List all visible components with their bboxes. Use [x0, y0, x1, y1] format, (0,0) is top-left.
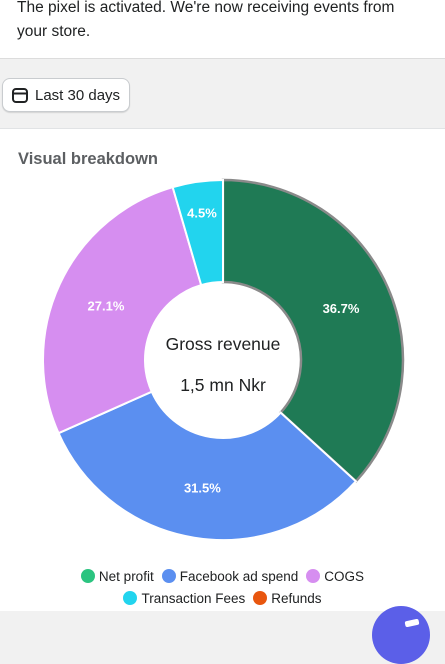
- legend-label: Net profit: [98, 568, 154, 584]
- legend-label: Transaction Fees: [141, 590, 246, 606]
- center-value: 1,5 mn Nkr: [180, 375, 266, 395]
- legend-label: COGS: [324, 568, 365, 584]
- slice-label: 36.7%: [323, 301, 360, 316]
- date-range-button[interactable]: Last 30 days: [2, 78, 130, 112]
- legend-swatch: [161, 569, 176, 583]
- legend-row: Net profit Facebook ad spend COGS: [0, 565, 445, 587]
- banner-text: The pixel is activated. We're now receiv…: [17, 0, 395, 40]
- card-title: Visual breakdown: [18, 150, 158, 168]
- donut-slice-cogs[interactable]: [42, 185, 203, 435]
- legend-item-cogs[interactable]: COGS: [306, 569, 364, 584]
- chat-icon: [404, 618, 420, 628]
- legend-row: Transaction Fees Refunds: [0, 587, 445, 609]
- donut-slice-facebook-ad-spend[interactable]: [57, 390, 358, 541]
- legend-item-transaction-fees[interactable]: Transaction Fees: [123, 591, 245, 606]
- pixel-activated-banner: The pixel is activated. We're now receiv…: [0, 0, 445, 59]
- legend-item-refunds[interactable]: Refunds: [253, 590, 322, 606]
- legend-item-facebook-ad-spend[interactable]: Facebook ad spend: [161, 568, 299, 584]
- legend-swatch: [253, 591, 268, 605]
- legend-item-net-profit[interactable]: Net profit: [80, 568, 154, 584]
- slice-label: 27.1%: [88, 299, 125, 314]
- donut-slice-transaction-fees[interactable]: [171, 178, 224, 287]
- legend-label: Refunds: [271, 590, 322, 606]
- legend-swatch: [306, 569, 321, 583]
- chart-legend: Net profit Facebook ad spend COGS Transa…: [0, 565, 445, 609]
- donut-slice-net-profit[interactable]: [221, 178, 405, 484]
- legend-label: Facebook ad spend: [179, 568, 299, 584]
- center-title: Gross revenue: [166, 334, 281, 354]
- donut-chart: 36.7% 31.5% 27.1% 4.5% Gross revenue 1,5 mn…: [42, 178, 405, 541]
- legend-swatch: [123, 591, 138, 605]
- slice-label: 31.5%: [184, 480, 221, 495]
- slice-label: 4.5%: [187, 205, 217, 220]
- legend-swatch: [80, 569, 95, 583]
- date-range-label: Last 30 days: [35, 86, 121, 104]
- visual-breakdown-card: Visual breakdown 36.7% 31.5% 27.1% 4.5% Gro…: [0, 128, 445, 611]
- calendar-icon: [11, 86, 29, 104]
- chat-button[interactable]: [372, 606, 430, 664]
